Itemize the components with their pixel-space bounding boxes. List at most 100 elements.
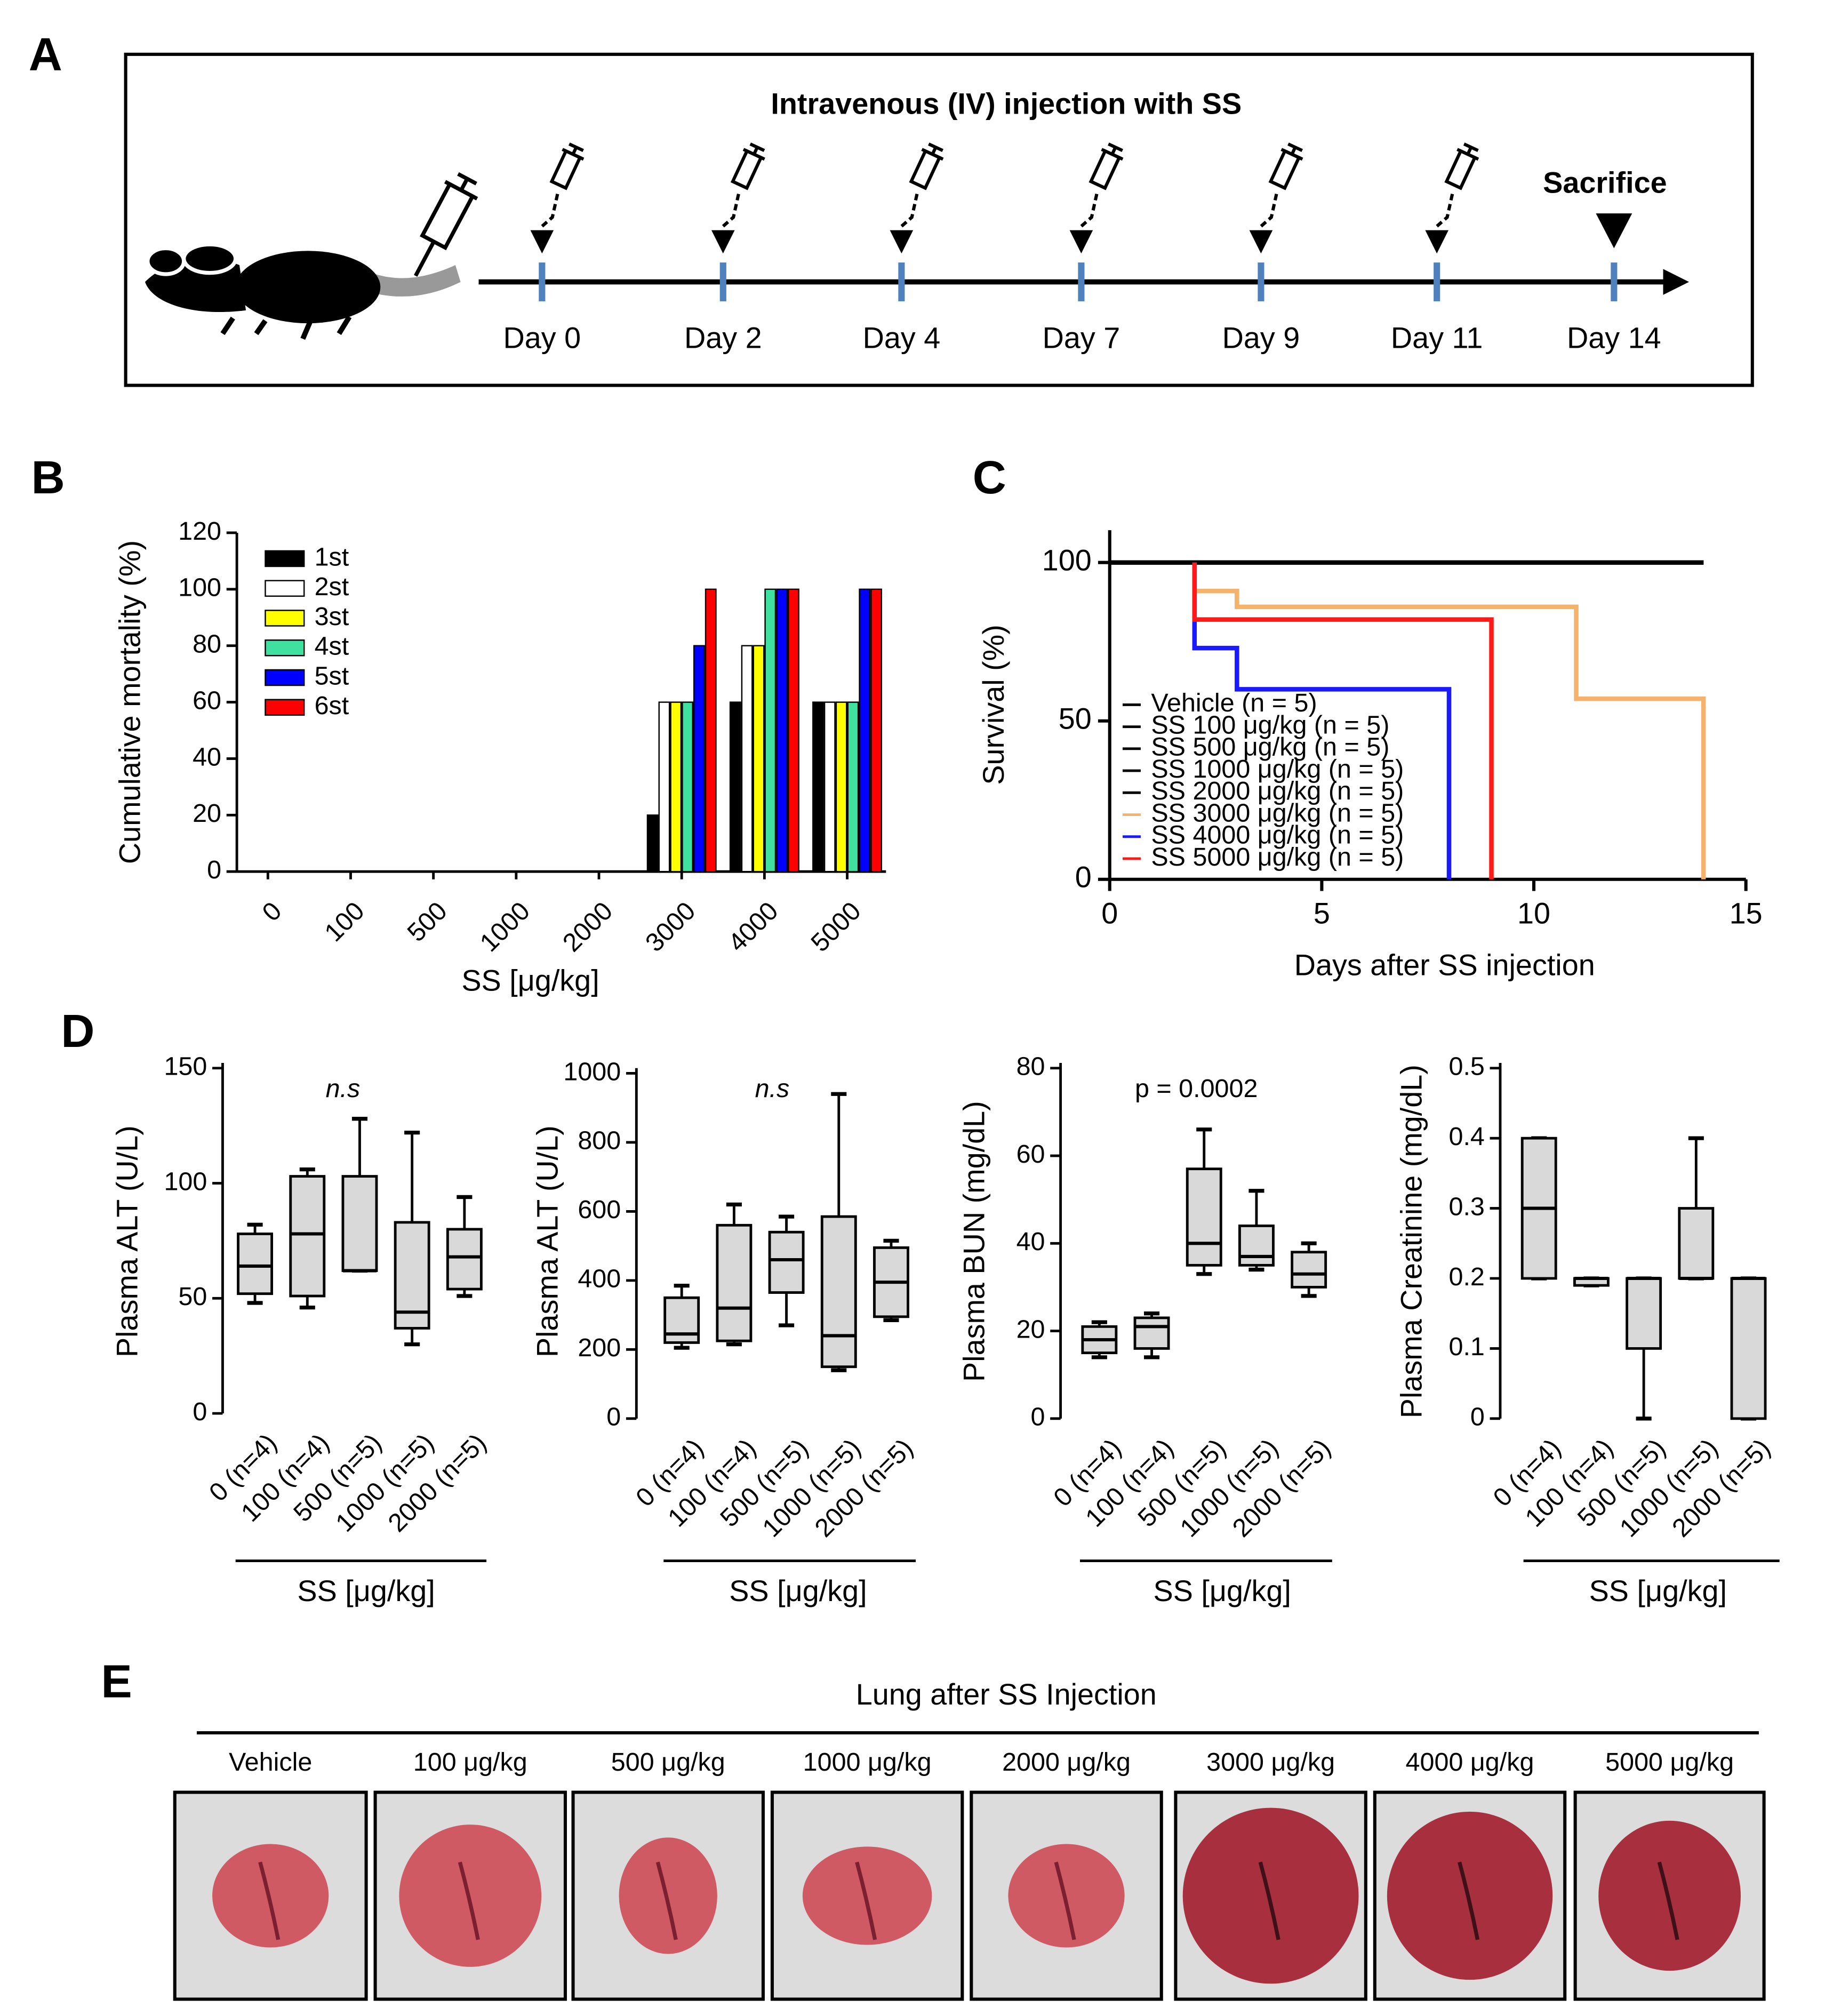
box <box>237 1233 274 1295</box>
y-tick-label: 20 <box>1016 1315 1045 1343</box>
syringe-icon <box>1425 142 1479 254</box>
lung-detail <box>458 1861 480 1940</box>
day-tick <box>719 262 726 301</box>
injection-arrow <box>900 194 919 228</box>
legend-swatch <box>265 669 305 686</box>
x-axis-title: Days after SS injection <box>1294 948 1595 981</box>
box <box>1626 1277 1662 1350</box>
lung-detail <box>1258 1861 1280 1940</box>
arrow-head <box>711 230 735 254</box>
legend-label: 5st <box>315 661 349 690</box>
x-axis-title: SS [μg/kg] <box>461 964 599 997</box>
y-tick-label: 50 <box>1059 702 1092 735</box>
legend-swatch <box>265 699 305 716</box>
bar <box>812 701 824 873</box>
x-tick-label: 100 <box>319 897 370 947</box>
panel-letter: B <box>31 452 65 503</box>
bar <box>682 701 694 873</box>
lung-detail <box>1054 1861 1076 1940</box>
box <box>341 1175 378 1272</box>
lung-title: Lung after SS Injection <box>856 1678 1157 1711</box>
syringe <box>549 142 585 190</box>
arrow-head <box>890 230 914 254</box>
lung-label: 1000 μg/kg <box>803 1748 932 1777</box>
y-axis-title: Plasma Creatinine (mg/dL) <box>1395 1065 1428 1418</box>
y-tick-label: 50 <box>178 1282 207 1311</box>
y-axis-title: Survival (%) <box>977 625 1010 785</box>
y-tick-label: 60 <box>1016 1140 1045 1169</box>
day-label: Day 7 <box>1043 321 1120 354</box>
y-tick-label: 0 <box>1470 1403 1485 1431</box>
bar <box>835 701 847 873</box>
y-tick-label: 0.1 <box>1448 1332 1484 1361</box>
timeline-frame <box>124 52 1754 387</box>
legend-label: 2st <box>315 572 349 601</box>
y-tick-label: 100 <box>1042 543 1092 577</box>
x-axis-title: SS [μg/kg] <box>729 1574 867 1607</box>
bar <box>753 645 765 873</box>
y-tick-label: 80 <box>193 630 221 659</box>
day-label: Day 14 <box>1567 321 1661 354</box>
y-axis-title: Plasma ALT (U/L) <box>531 1125 564 1357</box>
syringe-icon <box>1069 142 1124 254</box>
day-label: Day 11 <box>1391 321 1483 354</box>
box <box>820 1215 857 1369</box>
x-tick-label: 3000 <box>640 897 701 957</box>
legend-label: SS 5000 μg/kg (n = 5) <box>1151 843 1404 871</box>
box <box>1678 1207 1715 1280</box>
y-axis-title: Plasma BUN (mg/dL) <box>958 1101 991 1382</box>
panel-letter: E <box>101 1655 132 1707</box>
y-tick-label: 1000 <box>563 1057 621 1086</box>
box <box>1186 1167 1222 1267</box>
annotation: p = 0.0002 <box>1135 1074 1258 1103</box>
panel-letter: C <box>973 452 1006 503</box>
lung-label: 3000 μg/kg <box>1206 1748 1335 1777</box>
x-tick-label: 2000 <box>557 897 618 957</box>
y-tick-label: 0.5 <box>1448 1052 1484 1081</box>
x-axis-title: SS [μg/kg] <box>1589 1574 1727 1607</box>
x-tick-label: 500 <box>402 897 453 947</box>
injection-arrow <box>1436 194 1454 228</box>
legend-label: SS 100 μg/kg (n = 5) <box>1151 710 1389 739</box>
panel-letter: A <box>29 29 62 81</box>
legend-label: SS 4000 μg/kg (n = 5) <box>1151 821 1404 850</box>
box <box>1133 1316 1170 1350</box>
y-tick-label: 0 <box>606 1403 621 1431</box>
bar <box>729 701 741 873</box>
y-tick-label: 100 <box>178 573 221 602</box>
annotation: n.s <box>326 1074 361 1103</box>
y-tick-label: 0.4 <box>1448 1122 1484 1151</box>
legend-label: SS 2000 μg/kg (n = 5) <box>1151 777 1404 805</box>
x-tick-label: 10 <box>1517 897 1550 930</box>
bar <box>764 588 777 873</box>
day-label: Day 9 <box>1222 321 1300 354</box>
timeline-title: Intravenous (IV) injection with SS <box>771 87 1242 121</box>
bar <box>741 645 753 873</box>
y-tick-label: 0 <box>193 1397 207 1426</box>
sacrifice-label: Sacrifice <box>1543 166 1667 199</box>
arrow-head <box>1249 230 1273 254</box>
legend-label: 1st <box>315 542 349 571</box>
syringe-icon <box>1249 142 1303 254</box>
legend-label: Vehicle (n = 5) <box>1151 689 1317 717</box>
syringe <box>909 142 944 190</box>
legend-label: 3st <box>315 602 349 631</box>
day-tick <box>1258 262 1264 301</box>
lung-label: 500 μg/kg <box>611 1748 725 1777</box>
bar <box>693 645 705 873</box>
survival-line <box>1192 562 1494 879</box>
bar <box>847 701 859 873</box>
legend-label: 6st <box>315 691 349 720</box>
y-tick-label: 80 <box>1016 1052 1045 1081</box>
survival-line <box>1192 562 1452 879</box>
x-tick-label: 0 <box>257 897 287 927</box>
x-tick-label: 4000 <box>723 897 783 957</box>
syringe <box>1268 142 1303 190</box>
bar <box>776 588 788 873</box>
y-tick-label: 0 <box>207 855 221 884</box>
syringe-icon <box>890 142 944 254</box>
y-axis-title: Plasma ALT (U/L) <box>111 1125 144 1357</box>
legend-swatch <box>265 580 305 597</box>
y-tick-label: 400 <box>578 1265 621 1293</box>
box <box>289 1175 326 1298</box>
